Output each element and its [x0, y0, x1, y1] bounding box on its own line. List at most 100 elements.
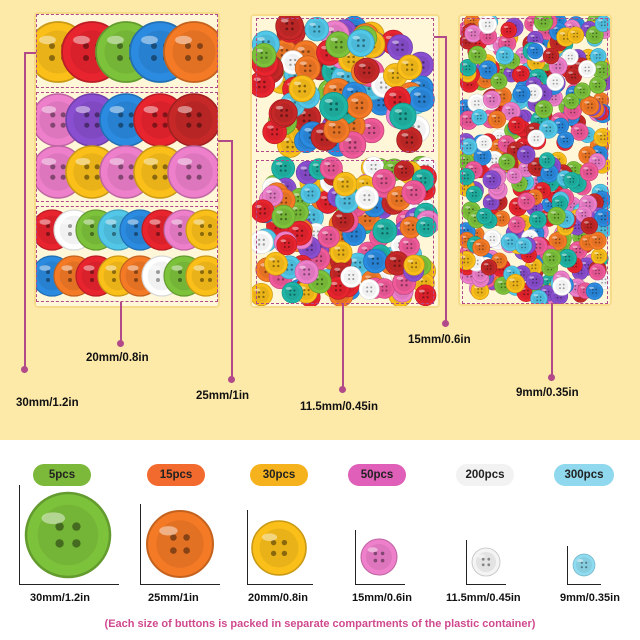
leader-15mm-h	[434, 36, 446, 38]
sewing-button	[288, 75, 316, 103]
sewing-button	[515, 237, 533, 255]
leader-dot-9mm	[548, 374, 555, 381]
measure-axis-11-5mm	[466, 540, 467, 585]
sewing-button	[325, 31, 353, 58]
sewing-button	[508, 216, 526, 234]
sewing-button	[252, 42, 277, 68]
sewing-button	[271, 204, 296, 229]
sewing-button	[512, 84, 531, 103]
compartment-30mm	[36, 14, 218, 88]
sewing-button	[482, 90, 502, 109]
sewing-button	[546, 73, 565, 91]
leader-dot-11-5mm	[339, 386, 346, 393]
sewing-button	[329, 241, 353, 264]
measure-base-9mm	[567, 584, 601, 585]
label-9mm: 9mm/0.35in	[516, 387, 579, 399]
sewing-button	[401, 180, 427, 205]
sewing-button	[252, 230, 274, 255]
size-comparison-panel: 5pcs 15pcs 30pcs 50pcs 200pcs 300pcs 30m…	[0, 440, 640, 640]
compartment-15mm	[256, 18, 434, 152]
sewing-button	[548, 231, 568, 251]
leader-11-5mm	[342, 304, 344, 390]
sewing-button	[513, 65, 530, 82]
sewing-button	[495, 46, 515, 65]
sewing-button	[252, 71, 276, 98]
leader-dot-20mm	[117, 340, 124, 347]
sewing-button	[501, 101, 521, 121]
sewing-button	[478, 60, 498, 80]
sewing-button	[592, 61, 610, 80]
sewing-button	[580, 96, 600, 116]
sewing-button	[482, 170, 502, 190]
measure-axis-25mm	[140, 504, 141, 585]
sewing-button	[579, 162, 599, 182]
leader-20mm	[120, 302, 122, 344]
compartment-25mm	[36, 92, 218, 202]
measure-base-25mm	[140, 584, 220, 585]
sewing-button	[460, 59, 477, 77]
sewing-button	[276, 234, 298, 256]
sample-buttons	[24, 491, 596, 579]
sewing-button	[371, 168, 396, 193]
sewing-button	[588, 263, 606, 281]
leader-dot-30mm	[21, 366, 28, 373]
sewing-button	[542, 248, 562, 268]
measure-axis-20mm	[247, 510, 248, 585]
sewing-button	[508, 116, 526, 135]
sewing-button	[389, 102, 417, 130]
sewing-button	[323, 116, 350, 144]
sewing-button	[490, 72, 508, 90]
measure-base-20mm	[247, 584, 313, 585]
count-pill-9mm: 300pcs	[554, 464, 614, 486]
packaging-footnote: (Each size of buttons is packed in separ…	[104, 618, 536, 630]
sewing-button	[480, 259, 498, 276]
sewing-button	[252, 282, 273, 306]
sewing-button	[538, 119, 558, 139]
leader-30mm-h	[24, 52, 36, 54]
leader-dot-15mm	[442, 320, 449, 327]
sewing-button	[386, 34, 413, 61]
sewing-button	[478, 16, 498, 34]
small-button-pile	[460, 16, 610, 304]
sewing-button	[353, 57, 380, 84]
sample-button-3	[360, 538, 398, 576]
sewing-button	[594, 208, 610, 227]
label-15mm: 15mm/0.6in	[408, 334, 471, 346]
measure-axis-15mm	[355, 530, 356, 585]
sewing-button	[563, 93, 580, 110]
sewing-button	[578, 60, 597, 79]
sewing-button	[354, 185, 379, 210]
size-label-9mm: 9mm/0.35in	[560, 592, 620, 604]
sewing-button	[547, 206, 566, 226]
measure-base-15mm	[355, 584, 405, 585]
sewing-button	[594, 16, 610, 33]
label-25mm: 25mm/1in	[196, 390, 250, 402]
sewing-button	[319, 156, 343, 180]
sewing-button	[331, 208, 355, 232]
sample-button-2	[251, 520, 307, 576]
compartment-9mm	[462, 18, 608, 304]
sewing-button	[167, 145, 218, 199]
sewing-button	[185, 209, 218, 251]
sewing-button	[506, 167, 523, 184]
leader-15mm	[445, 36, 447, 324]
measure-base-11-5mm	[466, 584, 506, 585]
sewing-button	[557, 131, 575, 149]
sewing-button	[472, 238, 491, 257]
sewing-button	[588, 231, 607, 250]
leader-9mm	[551, 304, 553, 376]
sewing-button	[372, 218, 398, 244]
sewing-button	[517, 192, 536, 211]
sewing-button	[340, 266, 362, 288]
label-11-5mm: 11.5mm/0.45in	[300, 401, 378, 413]
count-pill-11-5mm: 200pcs	[456, 464, 514, 486]
size-label-30mm: 30mm/1.2in	[30, 592, 90, 604]
sewing-button	[403, 254, 425, 276]
sewing-button	[500, 21, 517, 39]
sewing-button	[332, 171, 358, 197]
sewing-button	[527, 42, 544, 60]
size-label-11-5mm: 11.5mm/0.45in	[446, 592, 521, 604]
sewing-button	[525, 272, 544, 290]
sewing-button	[593, 128, 610, 147]
sewing-button	[570, 122, 589, 141]
